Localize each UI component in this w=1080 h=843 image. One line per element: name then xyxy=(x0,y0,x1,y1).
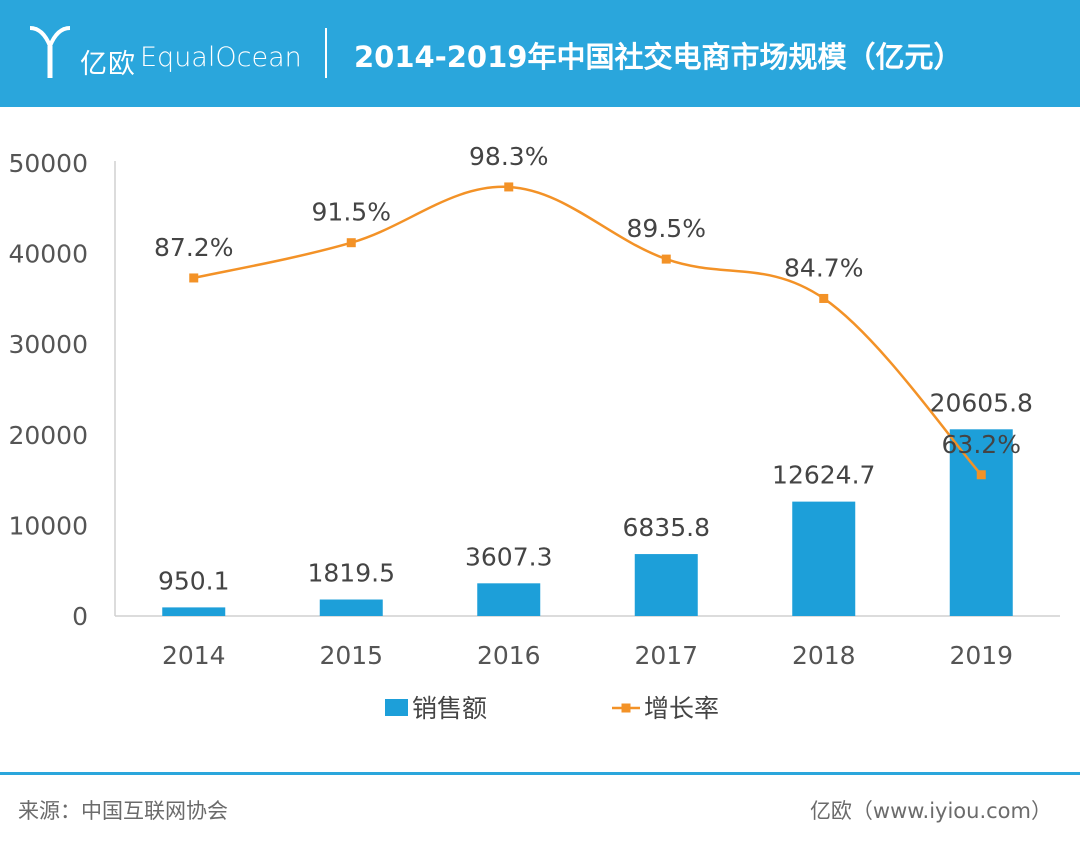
bar-data-label: 950.1 xyxy=(158,566,230,595)
growth-rate-label: 91.5% xyxy=(312,198,391,227)
growth-rate-line xyxy=(193,185,983,476)
bar xyxy=(319,599,383,616)
bar-data-label: 6835.8 xyxy=(623,513,710,542)
growth-rate-label: 98.3% xyxy=(469,142,548,171)
growth-rate-label: 84.7% xyxy=(784,253,863,282)
bar xyxy=(634,554,698,616)
bar xyxy=(792,501,856,616)
growth-rate-marker xyxy=(189,273,199,283)
header-divider xyxy=(325,28,327,78)
x-tick-label: 2019 xyxy=(949,641,1013,670)
footer-divider xyxy=(0,772,1080,775)
x-tick-label: 2015 xyxy=(319,641,383,670)
y-tick-label: 50000 xyxy=(8,149,88,178)
legend-line-label: 增长率 xyxy=(644,694,719,723)
logo-text-en: EqualOcean xyxy=(140,42,302,73)
header-banner: 亿欧 EqualOcean 2014-2019年中国社交电商市场规模（亿元） xyxy=(0,0,1080,107)
bar-data-label: 1819.5 xyxy=(308,559,395,588)
bar-data-label: 12624.7 xyxy=(772,461,875,490)
credit-note: 亿欧（www.iyiou.com） xyxy=(809,799,1052,823)
x-tick-label: 2014 xyxy=(162,641,226,670)
bar xyxy=(949,429,1013,616)
growth-rate-marker xyxy=(504,182,514,192)
growth-rate-label: 63.2% xyxy=(942,430,1021,459)
x-tick-label: 2017 xyxy=(634,641,698,670)
y-tick-label: 40000 xyxy=(8,240,88,269)
bar xyxy=(477,583,541,616)
logo-text-cn: 亿欧 xyxy=(80,49,136,80)
growth-rate-marker xyxy=(976,470,986,480)
y-tick-label: 10000 xyxy=(8,511,88,540)
y-tick-label: 0 xyxy=(72,602,88,631)
chart-area: 50000 40000 30000 20000 10000 0 2014 2015 2016 20… xyxy=(8,142,1060,723)
bar-data-label: 20605.8 xyxy=(930,388,1033,417)
bar xyxy=(162,607,226,616)
y-tick-label: 20000 xyxy=(8,421,88,450)
x-tick-label: 2016 xyxy=(477,641,541,670)
growth-rate-marker xyxy=(661,254,671,264)
legend-line-marker xyxy=(621,703,631,713)
y-tick-label: 30000 xyxy=(8,330,88,359)
growth-rate-label: 87.2% xyxy=(154,233,233,262)
growth-rate-marker xyxy=(819,293,829,303)
x-tick-label: 2018 xyxy=(792,641,856,670)
source-note: 来源：中国互联网协会 xyxy=(18,799,228,823)
legend-bar-label: 销售额 xyxy=(412,694,487,723)
legend-bar-swatch xyxy=(385,699,408,716)
growth-rate-marker xyxy=(346,238,356,248)
bar-data-label: 3607.3 xyxy=(465,542,552,571)
growth-rate-label: 89.5% xyxy=(627,214,706,243)
page-title: 2014-2019年中国社交电商市场规模（亿元） xyxy=(354,40,963,74)
equalocean-logo-icon xyxy=(29,26,71,78)
